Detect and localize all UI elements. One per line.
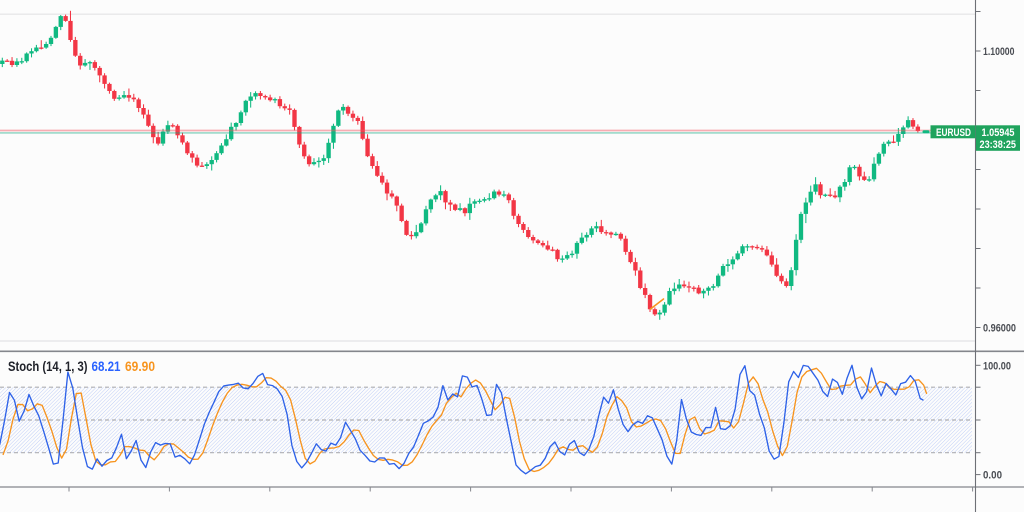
svg-text:68.21: 68.21: [92, 358, 121, 374]
svg-text:EURUSD: EURUSD: [936, 127, 971, 139]
svg-text:0.96000: 0.96000: [983, 323, 1016, 335]
svg-text:100.00: 100.00: [983, 360, 1011, 372]
svg-text:0.00: 0.00: [983, 470, 1002, 482]
svg-text:23:38:25: 23:38:25: [980, 139, 1017, 151]
svg-text:Stoch (14, 1, 3): Stoch (14, 1, 3): [8, 358, 88, 374]
svg-text:69.90: 69.90: [125, 358, 155, 374]
svg-text:1.10000: 1.10000: [983, 46, 1015, 58]
svg-text:1.05945: 1.05945: [982, 127, 1015, 139]
